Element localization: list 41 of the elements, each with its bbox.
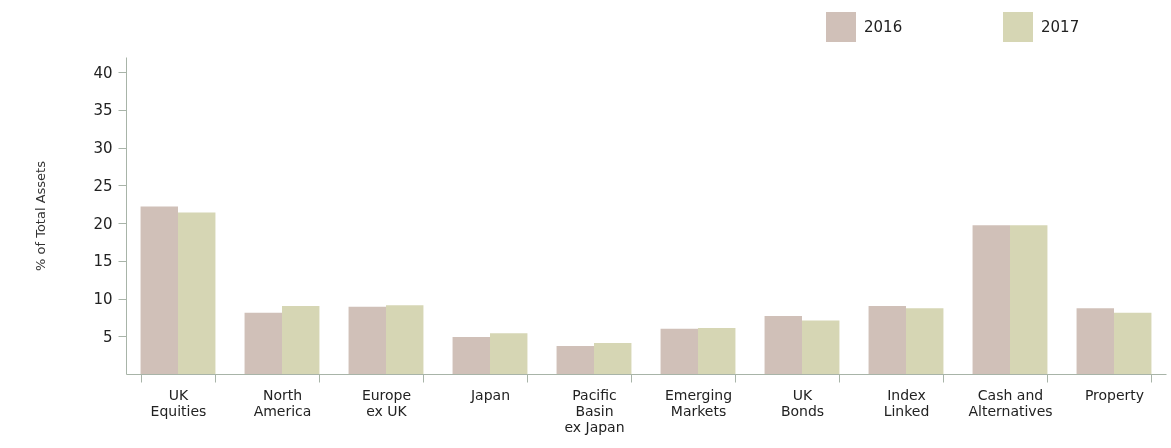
y-tick-label: 5	[102, 327, 113, 346]
bar	[764, 315, 802, 374]
x-tick-label: Emerging Markets	[664, 386, 733, 419]
y-tick-label: 25	[93, 176, 113, 195]
x-tick-label: Index Linked	[883, 386, 930, 419]
bar	[594, 343, 632, 374]
y-tick-label: 35	[93, 101, 113, 120]
y-tick-label: 10	[93, 290, 113, 309]
x-tick-label: Pacific Basin ex Japan	[564, 386, 625, 435]
x-tick-label: Europe ex UK	[361, 386, 412, 419]
y-tick-label: 15	[93, 252, 113, 271]
bar	[490, 333, 528, 374]
x-tick-label: Cash and Alternatives	[968, 386, 1053, 419]
legend-label: 2016	[864, 18, 903, 36]
x-tick-label: Japan	[469, 386, 511, 403]
x-tick-label: UK Bonds	[780, 386, 825, 419]
bar	[348, 306, 386, 374]
bar	[140, 206, 178, 374]
bar	[1076, 308, 1114, 374]
bar	[972, 225, 1010, 374]
x-tick-label: UK Equities	[150, 386, 207, 419]
bar	[802, 320, 840, 374]
x-tick-label: Property	[1084, 386, 1145, 403]
bar	[178, 212, 216, 374]
y-tick-label: 40	[93, 63, 113, 82]
bar	[244, 312, 282, 374]
legend-label: 2017	[1041, 18, 1080, 36]
bar	[282, 306, 320, 374]
x-tick-label: North America	[253, 386, 312, 419]
bar	[556, 346, 594, 374]
y-tick-label: 30	[93, 139, 113, 158]
bar	[868, 306, 906, 374]
bar	[698, 327, 736, 374]
bar	[906, 308, 944, 374]
y-tick-label: 20	[93, 214, 113, 233]
bar	[386, 305, 424, 374]
y-axis-title: % of Total Assets	[33, 160, 49, 271]
bar	[452, 337, 490, 374]
bar	[660, 328, 698, 374]
bar	[1010, 225, 1048, 374]
bar	[1114, 312, 1152, 374]
